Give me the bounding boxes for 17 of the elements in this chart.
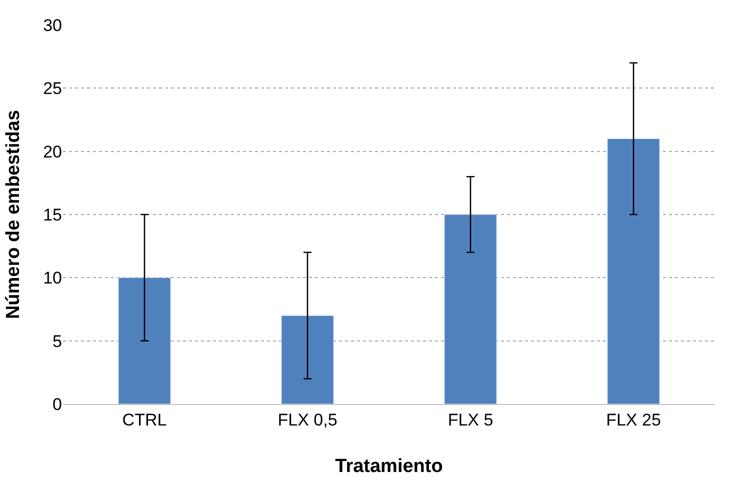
bar [607,138,660,404]
y-tick-label: 20 [43,142,62,162]
x-tick-label: FLX 25 [606,410,661,430]
x-tick-label: FLX 5 [448,410,494,430]
y-tick-label: 15 [43,205,62,224]
y-axis-title: Número de embestidas [2,110,24,320]
y-tick-label: 5 [52,332,62,351]
y-tick-label: 25 [43,79,62,98]
bar [444,214,497,404]
y-tick-label: 30 [43,16,62,35]
bar [281,315,334,404]
x-tick-label: CTRL [122,410,167,430]
bar [118,277,171,404]
y-tick-label: 10 [43,268,62,288]
y-tick-label: 0 [52,394,62,414]
x-tick-label: FLX 0,5 [278,410,338,430]
x-axis-title: Tratamiento [335,456,443,478]
